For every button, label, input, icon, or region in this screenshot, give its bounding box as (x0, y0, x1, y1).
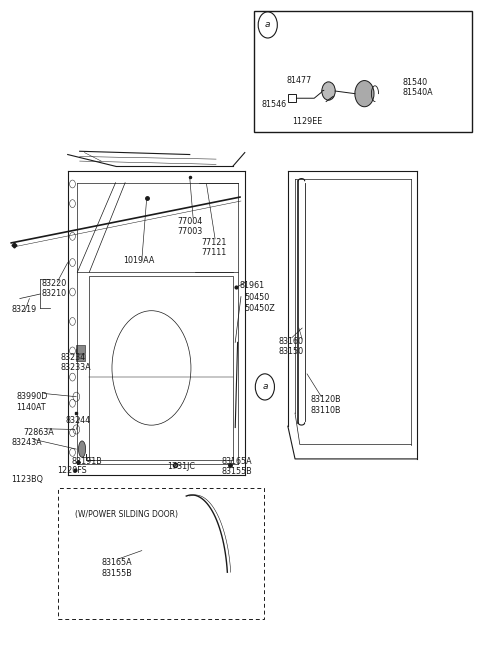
Text: 83165A
83155B: 83165A 83155B (222, 457, 252, 476)
Text: a: a (262, 382, 268, 392)
Text: 50450
50450Z: 50450 50450Z (245, 293, 276, 313)
Text: 1220FS: 1220FS (57, 466, 87, 475)
Text: 83243A: 83243A (11, 438, 42, 447)
Text: (W/POWER SILDING DOOR): (W/POWER SILDING DOOR) (75, 510, 178, 519)
Text: 81540
81540A: 81540 81540A (403, 78, 433, 97)
Text: 81546: 81546 (262, 100, 287, 109)
Bar (288, 94, 297, 102)
Text: 83120B
83110B: 83120B 83110B (311, 396, 341, 415)
Text: 1019AA: 1019AA (123, 256, 154, 265)
Text: 1123BQ: 1123BQ (11, 476, 43, 484)
Circle shape (355, 81, 374, 107)
Text: 83160
83150: 83160 83150 (278, 337, 303, 356)
Text: 83165A
83155B: 83165A 83155B (101, 558, 132, 578)
Bar (76, 354, 85, 361)
Text: 83220
83210: 83220 83210 (41, 279, 67, 298)
Bar (254, 10, 472, 132)
Text: 81477: 81477 (287, 76, 312, 85)
Text: 83990D
1140AT: 83990D 1140AT (16, 392, 48, 411)
Text: 72863A: 72863A (24, 428, 54, 436)
Text: a: a (265, 20, 271, 30)
Text: 81961: 81961 (240, 281, 265, 290)
Text: 77004
77003: 77004 77003 (178, 216, 203, 236)
Text: 1129EE: 1129EE (293, 117, 323, 126)
Text: 77121
77111: 77121 77111 (202, 237, 227, 257)
Circle shape (322, 82, 335, 100)
Text: 1731JC: 1731JC (167, 462, 195, 470)
Text: 83244: 83244 (65, 417, 90, 425)
Text: 83219: 83219 (11, 305, 36, 314)
Bar (76, 345, 85, 353)
Ellipse shape (78, 441, 85, 457)
Text: 82191B: 82191B (72, 457, 102, 466)
Text: 83234
83233A: 83234 83233A (60, 353, 91, 372)
Bar (89, 276, 233, 461)
Bar (58, 488, 264, 619)
